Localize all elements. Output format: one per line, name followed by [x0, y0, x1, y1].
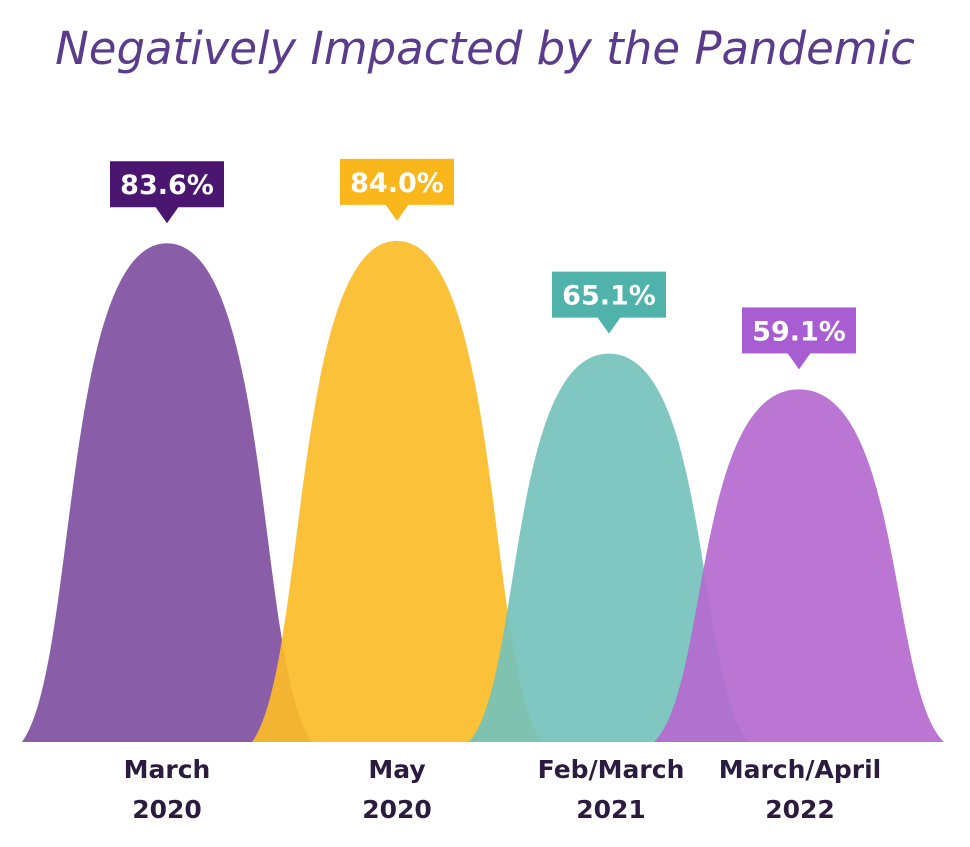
category-label-line1: March/April [719, 755, 882, 784]
value-callout-3: 65.1% [552, 271, 666, 334]
value-label: 83.6% [120, 170, 214, 201]
peak-3 [469, 353, 749, 742]
category-label-line2: 2021 [576, 795, 646, 824]
category-label-line1: May [368, 755, 425, 784]
value-label: 84.0% [350, 168, 444, 199]
peak-1 [22, 243, 312, 742]
value-callout-2: 84.0% [340, 158, 454, 221]
value-label: 59.1% [752, 316, 846, 347]
category-label-line1: March [124, 755, 211, 784]
category-label-line1: Feb/March [538, 755, 685, 784]
category-label-line2: 2022 [765, 795, 835, 824]
callout-box [742, 307, 856, 354]
callout-pointer [597, 316, 621, 334]
callout-box [110, 161, 224, 208]
value-callout-4: 59.1% [742, 307, 856, 370]
callout-pointer [385, 203, 409, 221]
callout-pointer [155, 206, 179, 224]
category-axis-labels: March 2020 May 2020 Feb/March 2021 March/April… [124, 755, 882, 824]
peak-2 [252, 240, 542, 742]
category-label-line2: 2020 [132, 795, 202, 824]
chart-title: Negatively Impacted by the Pandemic [55, 22, 915, 75]
value-callout-1: 83.6% [110, 161, 224, 224]
callout-box [340, 158, 454, 205]
value-callouts: 83.6% 84.0% 65.1% 59.1% [110, 158, 856, 370]
category-label-line2: 2020 [362, 795, 432, 824]
callout-box [552, 271, 666, 318]
value-label: 65.1% [562, 281, 656, 312]
callout-pointer [787, 352, 811, 370]
peak-series [22, 240, 944, 742]
peak-4 [654, 389, 944, 742]
